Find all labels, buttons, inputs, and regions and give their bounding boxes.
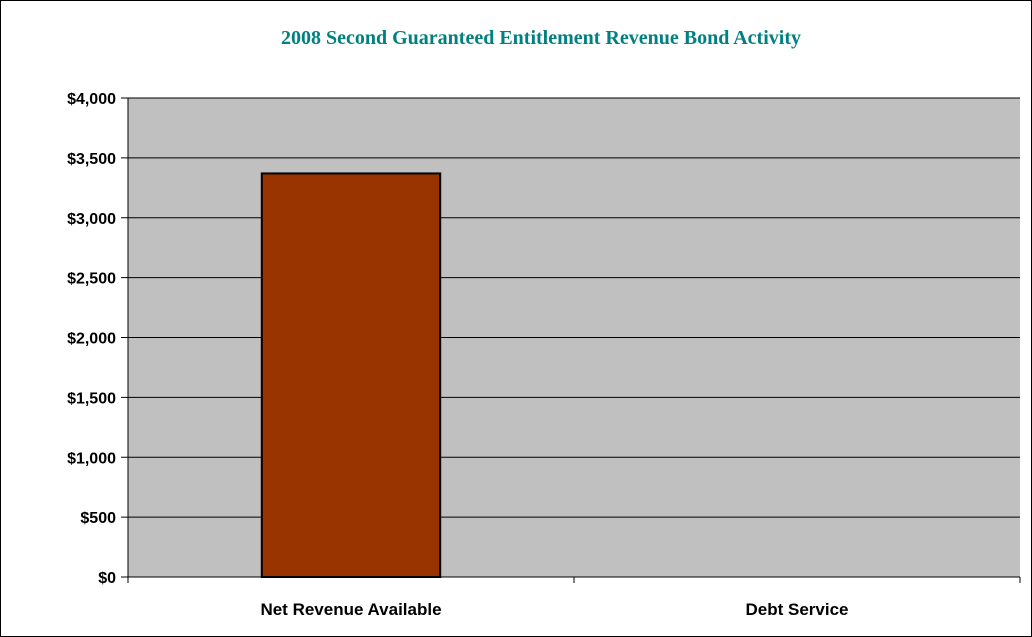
x-category-labels: Net Revenue Available Debt Service: [260, 600, 848, 619]
x-category-label: Debt Service: [746, 600, 849, 619]
bars: [260, 172, 442, 578]
y-tick-label: $1,500: [67, 390, 116, 407]
y-tick-label: $0: [98, 570, 116, 587]
y-tick-label: $2,000: [67, 331, 116, 348]
y-tick-label: $3,000: [67, 211, 116, 228]
y-tick-label: $1,000: [67, 450, 116, 467]
y-tick-label: $3,500: [67, 151, 116, 168]
y-tick-label: $2,500: [67, 271, 116, 288]
y-tick-label: $4,000: [67, 91, 116, 108]
axes: [121, 97, 1021, 583]
y-tick-labels: $0 $500 $1,000 $1,500 $2,000 $2,500 $3,000 $3,5…: [67, 91, 116, 587]
x-category-label: Net Revenue Available: [260, 600, 441, 619]
bar: [260, 172, 442, 578]
chart-title: 2008 Second Guaranteed Entitlement Reven…: [281, 27, 801, 49]
y-tick-label: $500: [80, 510, 116, 527]
